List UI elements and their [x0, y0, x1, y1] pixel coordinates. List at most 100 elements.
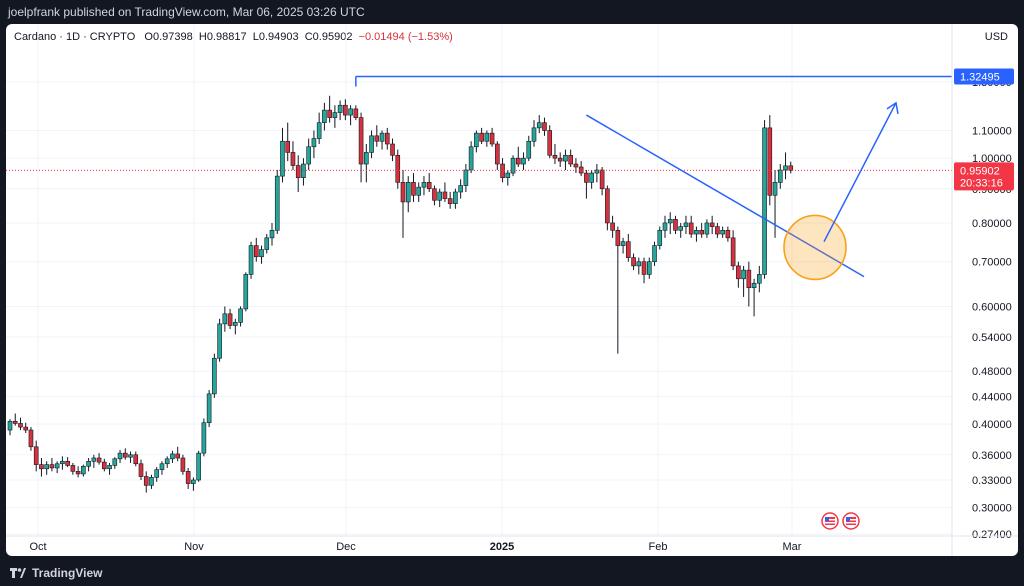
symbol-name[interactable]: Cardano · 1D · CRYPTO [14, 31, 136, 43]
candle-body [369, 135, 374, 153]
candle-body [709, 222, 715, 227]
price-tick-label: 0.36000 [972, 450, 1012, 462]
candle-body [112, 458, 118, 466]
target-price-text: 1.32495 [960, 71, 1000, 83]
price-chart[interactable]: 1.300001.100001.000000.900000.800000.700… [6, 24, 1018, 556]
candle-body [348, 108, 353, 116]
candle-body [715, 226, 720, 235]
candle-body [222, 313, 228, 325]
candle-body [762, 127, 767, 275]
event-flag-icon[interactable] [842, 512, 860, 530]
candle-body [751, 282, 757, 289]
target-price-bg [954, 68, 1014, 85]
candle-body [453, 191, 458, 204]
candle-body [49, 464, 55, 469]
candle-body [631, 257, 636, 267]
candle-body [500, 163, 505, 178]
candle-body [777, 169, 783, 183]
candle-body [426, 182, 432, 190]
candle-body [122, 452, 128, 458]
candle-body [720, 229, 725, 235]
price-tick-label: 0.44000 [972, 391, 1012, 403]
candle-body [138, 463, 144, 477]
event-flag-icon[interactable] [821, 512, 839, 530]
candle-body [212, 357, 217, 395]
candle-body [269, 229, 275, 239]
candle-body [149, 477, 154, 486]
candle-body [568, 154, 573, 165]
candle-body [264, 237, 270, 250]
candle-body [636, 261, 642, 267]
candle-body [201, 422, 207, 454]
candle-body [233, 322, 238, 326]
candle-body [395, 154, 401, 183]
candle-body [526, 140, 532, 159]
candle-body [327, 109, 332, 118]
candle-body [484, 132, 490, 142]
legend-close: C0.95902 [304, 31, 353, 43]
candle-body [44, 464, 49, 470]
projection-arrow [823, 102, 897, 243]
candle-body [416, 186, 422, 196]
candle-body [405, 182, 411, 203]
candle-body [694, 229, 699, 235]
last-price-text: 0.95902 [960, 165, 1000, 177]
currency-label[interactable]: USD [984, 31, 1008, 43]
candle-body [295, 165, 301, 178]
candle-body [75, 471, 81, 475]
time-axis[interactable]: Oct Nov Dec 2025 Feb Mar [6, 535, 1018, 553]
candle-body [102, 461, 107, 470]
candle-body [248, 245, 254, 275]
candle-body [306, 146, 311, 165]
price-tick-label: 0.60000 [972, 301, 1012, 313]
candle-body [552, 154, 558, 159]
candle-body [474, 132, 479, 148]
event-flag-stripe [825, 522, 835, 524]
candle-body [688, 222, 694, 235]
candle-body [374, 135, 380, 142]
price-axis[interactable]: 1.300001.100001.000000.900000.800000.700… [951, 24, 1014, 556]
candle-body [736, 265, 741, 280]
candle-body [337, 104, 343, 113]
candle-body [96, 457, 102, 463]
candle-body [238, 308, 243, 323]
breakout-circle [783, 214, 847, 281]
event-flag-stripe [825, 519, 835, 521]
candle-body [159, 463, 165, 470]
candle-body [28, 429, 34, 448]
grid [6, 24, 952, 536]
candle-body [657, 229, 663, 246]
candle-body [599, 169, 605, 190]
candle-body [23, 426, 29, 431]
price-tick-label: 0.80000 [972, 218, 1012, 230]
candle-body [489, 132, 495, 145]
candle-body [699, 229, 704, 235]
event-flag-canton [846, 517, 850, 521]
tradingview-footer: TradingView [10, 566, 102, 580]
candle-body [33, 446, 39, 465]
price-tick-label: 1.10000 [972, 125, 1012, 137]
candle-body [364, 152, 369, 165]
candle-body [65, 460, 70, 466]
time-tick-label: 2025 [490, 541, 514, 553]
candle-body [605, 188, 610, 224]
candle-body [332, 112, 338, 118]
event-flag-stripes [846, 517, 856, 525]
price-tick-label: 0.70000 [972, 257, 1012, 269]
candle-body [652, 245, 657, 263]
chart-frame[interactable]: Cardano · 1D · CRYPTO O0.97398 H0.98817 … [6, 24, 1018, 556]
publisher-line: joelpfrank published on TradingView.com,… [8, 5, 365, 19]
candle-body [154, 469, 160, 478]
candle-body [741, 269, 746, 280]
candle-body [384, 132, 390, 145]
time-tick-label: Mar [783, 541, 802, 553]
price-tick-label: 0.33000 [972, 475, 1012, 487]
candle-body [280, 140, 285, 177]
candle-body [411, 182, 416, 196]
candle-body [479, 132, 484, 142]
candle-body [767, 127, 773, 196]
candle-body [243, 274, 249, 310]
candle-body [725, 229, 731, 239]
candle-body [547, 130, 553, 156]
candle-body [117, 452, 123, 460]
